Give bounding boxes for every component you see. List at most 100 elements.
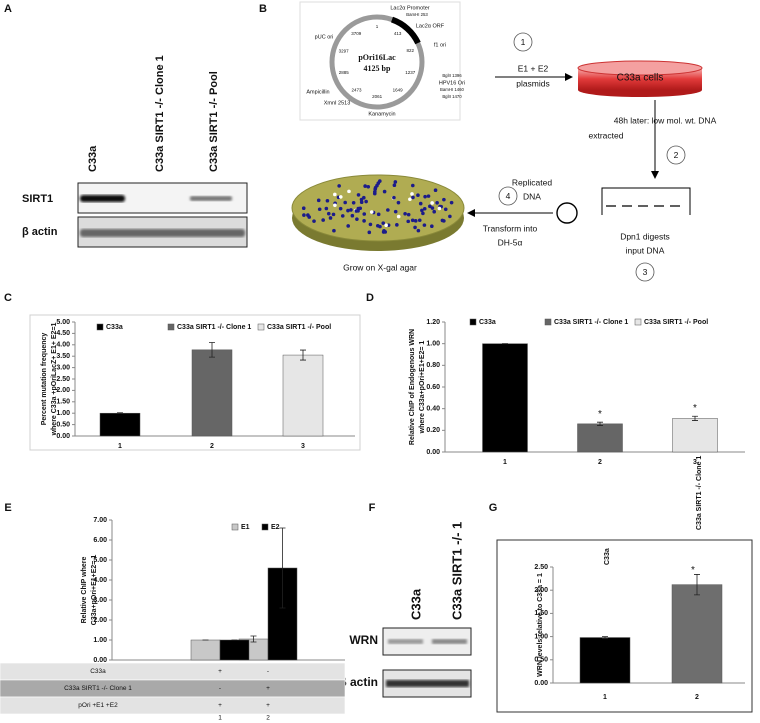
error-bar [117, 412, 123, 415]
position-label: 3297 [339, 49, 350, 54]
chart-frame [496, 539, 753, 713]
x-tick-label: 3 [301, 443, 305, 450]
legend-swatch [167, 323, 175, 331]
table-column-label: 1 [218, 715, 222, 722]
cells-dish [577, 60, 703, 76]
step-number: 4 [506, 191, 511, 201]
panel-label: A [4, 3, 12, 15]
annotation: * [691, 565, 695, 576]
colony [333, 203, 337, 208]
legend-label: C33a SIRT1 -/- Clone 1 [177, 324, 251, 331]
colony [307, 215, 312, 219]
y-tick-label: 0.00 [534, 680, 548, 687]
colony [428, 204, 432, 209]
step-number: 3 [643, 267, 648, 277]
x-tick-label: 2 [210, 443, 214, 450]
position-label: 3709 [351, 31, 362, 36]
y-tick-label: 2.50 [56, 376, 70, 383]
colony [324, 206, 329, 211]
cells-label: C33a cells [617, 73, 664, 84]
colony [393, 209, 398, 214]
y-axis-label: Relative ChIP where [81, 557, 88, 624]
colony [326, 211, 331, 216]
table-cell: - [219, 685, 221, 692]
x-tick-label: 3 [693, 459, 697, 466]
colony [367, 230, 372, 235]
colony [312, 219, 316, 223]
colony [362, 212, 367, 216]
y-tick-label: 1.00 [56, 410, 70, 417]
step-text: E1 + E2 [518, 63, 549, 73]
colony [430, 206, 435, 210]
colony [413, 225, 417, 230]
y-tick-label: 0.00 [426, 449, 440, 456]
legend-label: E1 [241, 524, 250, 531]
colony [430, 224, 434, 229]
colony [443, 207, 448, 212]
legend-swatch [544, 318, 552, 326]
position-label: 2885 [339, 70, 350, 75]
colony [393, 180, 398, 184]
colony [301, 206, 306, 210]
colony [364, 199, 368, 204]
table-column-label: 2 [266, 715, 270, 722]
colony [317, 207, 322, 212]
colony [392, 183, 397, 187]
colony [384, 223, 388, 228]
y-tick-label: 7.00 [93, 517, 107, 524]
step-number: 2 [674, 150, 679, 160]
circular-dna [556, 202, 578, 224]
panel-label: C [4, 292, 12, 304]
colony [410, 183, 415, 188]
error-bar [209, 342, 215, 358]
table-cell: + [218, 702, 222, 709]
panel-label: G [489, 502, 498, 514]
colony [406, 212, 411, 217]
colony [346, 224, 350, 228]
error-bar-path [692, 415, 698, 421]
table-cell: + [266, 702, 270, 709]
colony [378, 179, 382, 183]
colony [331, 212, 336, 217]
y-tick-label: 1.50 [56, 399, 70, 406]
y-tick-label: 5.00 [56, 319, 70, 326]
colony [332, 228, 336, 233]
y-tick-label: 3.00 [56, 364, 70, 371]
colony [350, 213, 355, 218]
colony [418, 201, 423, 206]
y-tick-label: 1.00 [93, 637, 107, 644]
y-tick-label: 5.00 [93, 557, 107, 564]
colony [346, 208, 350, 213]
panel-label: D [366, 292, 374, 304]
position-label: 2061 [372, 94, 383, 99]
step-circle [666, 145, 686, 165]
orf-arc [390, 16, 421, 45]
colony [422, 223, 427, 227]
agar-plate [291, 174, 465, 242]
error-bar [279, 527, 286, 609]
x-tick-label: 1 [503, 459, 507, 466]
y-tick-label: 0.80 [426, 362, 440, 369]
colony [433, 188, 438, 193]
colony [430, 201, 434, 205]
legend-swatch [231, 523, 239, 531]
table-row [0, 679, 346, 698]
colony [416, 228, 421, 233]
colony [337, 184, 341, 188]
y-tick-label: 0.00 [93, 657, 107, 664]
y-tick-label: 1.50 [534, 610, 548, 617]
colony [396, 200, 401, 205]
lane-label: C33a SIRT1 -/- Pool [208, 71, 220, 172]
step-text: Dpn1 digests [620, 231, 670, 241]
feature-label: Lac2α ORF [416, 23, 445, 29]
step-circle [498, 186, 518, 206]
y-tick-label: 4.50 [56, 330, 70, 337]
step-circle [513, 32, 533, 52]
legend-label: E2 [271, 524, 280, 531]
table-cell: - [267, 668, 269, 675]
colony [382, 189, 387, 194]
bracket [601, 187, 691, 215]
colony [369, 210, 374, 214]
bar [219, 639, 250, 661]
feature-label: Lac2α Promoter [390, 5, 429, 11]
